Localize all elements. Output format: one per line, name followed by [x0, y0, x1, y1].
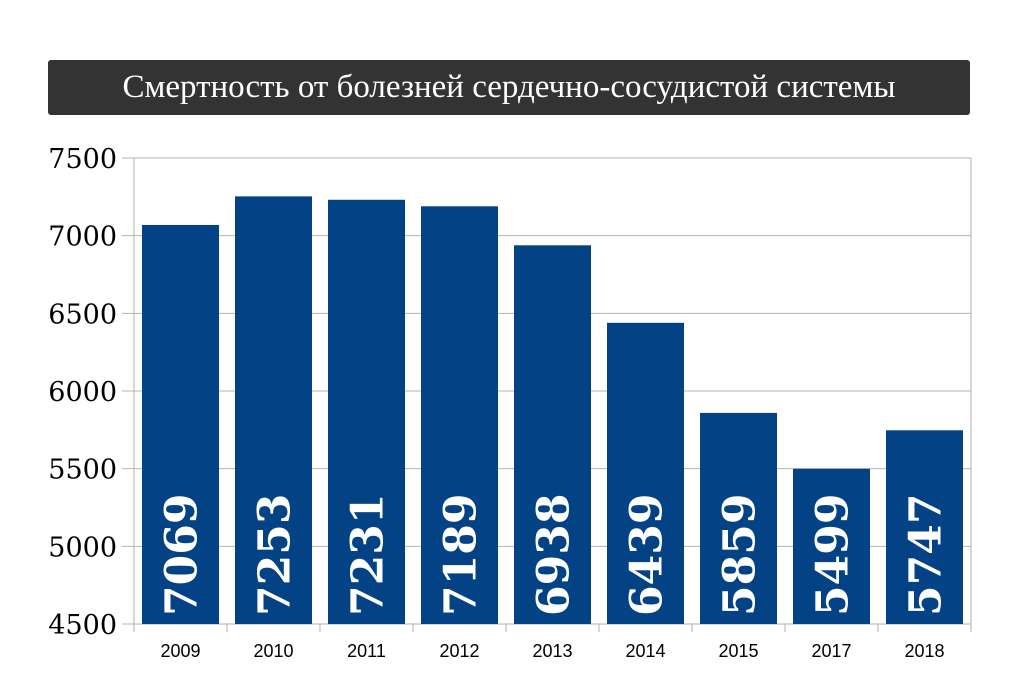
y-tick-label: 5000	[48, 532, 117, 563]
bar-data-label: 5859	[715, 494, 766, 616]
x-tick-label: 2018	[904, 641, 944, 661]
y-tick-label: 6000	[48, 377, 117, 408]
bar	[421, 206, 498, 625]
y-tick-label: 5500	[48, 455, 117, 486]
x-tick-label: 2011	[347, 641, 386, 661]
bar	[328, 199, 405, 624]
bar	[793, 468, 870, 624]
bar	[607, 322, 684, 624]
y-tick-label: 7000	[48, 222, 117, 253]
bar-data-label: 6938	[529, 494, 580, 616]
x-tick-label: 2012	[439, 641, 479, 661]
bar	[514, 245, 591, 624]
x-tick-label: 2013	[532, 641, 572, 661]
chart-title: Смертность от болезней сердечно-сосудист…	[122, 69, 896, 105]
y-tick-labels: 4500 5000 5500 6000 6500 7000 7500	[48, 144, 117, 641]
x-tick-label: 2015	[718, 641, 758, 661]
bar-data-labels: 7069 7253 7231 7189 6938 6439 5859 5499 5747	[157, 494, 952, 616]
x-tick-label: 2014	[625, 641, 665, 661]
x-tick-label: 2010	[253, 641, 293, 661]
chart-title-banner: Смертность от болезней сердечно-сосудист…	[48, 60, 970, 115]
x-tick-label: 2009	[160, 641, 200, 661]
bar-data-label: 7189	[436, 494, 487, 616]
x-tick-label: 2017	[811, 641, 851, 661]
x-tick-labels: 2009 2010 2011 2012 2013 2014 2015 2017 2018	[160, 641, 944, 661]
bar-data-label: 7253	[250, 494, 301, 616]
bar	[235, 196, 312, 624]
y-tick-label: 6500	[48, 299, 117, 330]
bar	[700, 412, 777, 624]
bar-data-label: 5747	[901, 494, 952, 616]
bar	[886, 430, 963, 624]
bar-data-label: 5499	[808, 494, 859, 616]
bar-data-label: 7231	[343, 494, 394, 616]
bar-data-label: 6439	[622, 494, 673, 616]
bar-data-label: 7069	[157, 494, 208, 616]
bars	[142, 196, 963, 625]
bar	[142, 224, 219, 624]
y-tick-label: 7500	[48, 144, 117, 175]
y-tick-label: 4500	[48, 610, 117, 641]
